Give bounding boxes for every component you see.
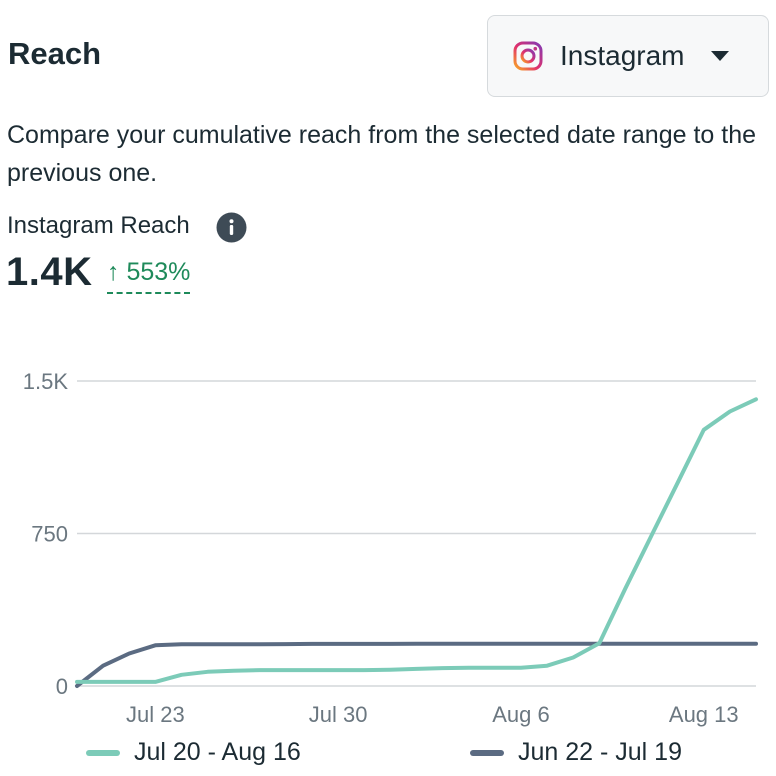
platform-dropdown[interactable]: Instagram xyxy=(487,15,769,97)
y-tick-label: 0 xyxy=(56,674,68,699)
legend-label-current: Jul 20 - Aug 16 xyxy=(134,738,301,766)
x-tick-label: Aug 13 xyxy=(669,702,739,727)
series-line-previous[interactable] xyxy=(75,641,758,688)
change-percentage[interactable]: ↑ 553% xyxy=(107,258,191,294)
platform-dropdown-value: Instagram xyxy=(560,40,685,71)
y-tick-label: 750 xyxy=(31,522,68,547)
metric-value: 1.4K xyxy=(6,250,93,294)
legend-item-previous[interactable]: Jun 22 - Jul 19 xyxy=(470,738,682,767)
info-icon[interactable] xyxy=(216,212,247,243)
y-tick-label: 1.5K xyxy=(23,369,69,394)
legend-label-previous: Jun 22 - Jul 19 xyxy=(518,738,682,766)
x-tick-label: Jul 30 xyxy=(309,702,368,727)
x-tick-label: Jul 23 xyxy=(126,702,185,727)
legend-swatch-previous xyxy=(470,749,504,756)
page-title: Reach xyxy=(8,36,102,71)
metric-label: Instagram Reach xyxy=(7,212,190,239)
reach-line-chart: 1.5K 750 0 Jul 23 Jul 30 Aug 6 Aug 13 xyxy=(23,369,758,727)
legend-item-current[interactable]: Jul 20 - Aug 16 xyxy=(86,738,301,767)
description-text: Compare your cumulative reach from the s… xyxy=(7,121,757,187)
x-tick-label: Aug 6 xyxy=(492,702,550,727)
chevron-down-icon xyxy=(710,51,729,61)
series-line-current[interactable] xyxy=(75,397,758,684)
instagram-icon xyxy=(513,41,543,71)
legend-swatch-current xyxy=(86,749,120,756)
